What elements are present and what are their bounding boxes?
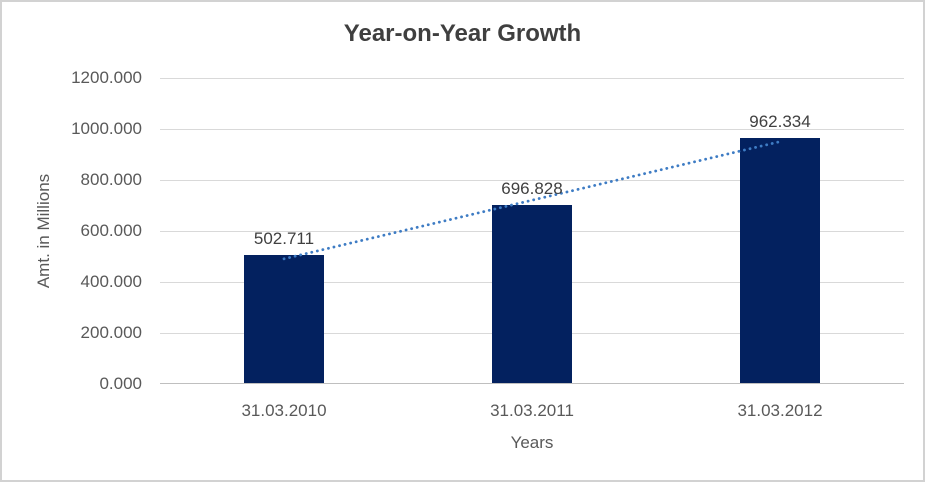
gridline — [160, 180, 904, 181]
y-tick-label: 0.000 — [99, 374, 142, 393]
trendline[interactable] — [282, 140, 782, 261]
bar-data-label: 502.711 — [253, 228, 315, 248]
y-tick-label: 600.000 — [80, 221, 142, 240]
x-axis-title: Years — [510, 433, 554, 452]
x-tick-label: 31.03.2010 — [241, 401, 327, 420]
y-tick-label: 1200.000 — [71, 68, 142, 87]
bar[interactable] — [492, 205, 572, 383]
x-tick-label: 31.03.2011 — [490, 401, 574, 420]
bar[interactable] — [244, 254, 324, 383]
plot-area — [160, 78, 904, 384]
y-tick-label: 400.000 — [80, 272, 142, 291]
y-tick-label: 200.000 — [80, 323, 142, 342]
gridline — [160, 129, 904, 130]
bar-data-label: 962.334 — [749, 111, 811, 131]
y-tick-label: 1000.000 — [71, 119, 142, 138]
gridline — [160, 78, 904, 79]
bar-data-label: 696.828 — [501, 179, 563, 199]
x-tick-label: 31.03.2012 — [737, 401, 823, 420]
y-tick-label: 800.000 — [80, 170, 142, 189]
chart-title: Year-on-Year Growth — [343, 20, 582, 47]
bar[interactable] — [740, 137, 820, 383]
